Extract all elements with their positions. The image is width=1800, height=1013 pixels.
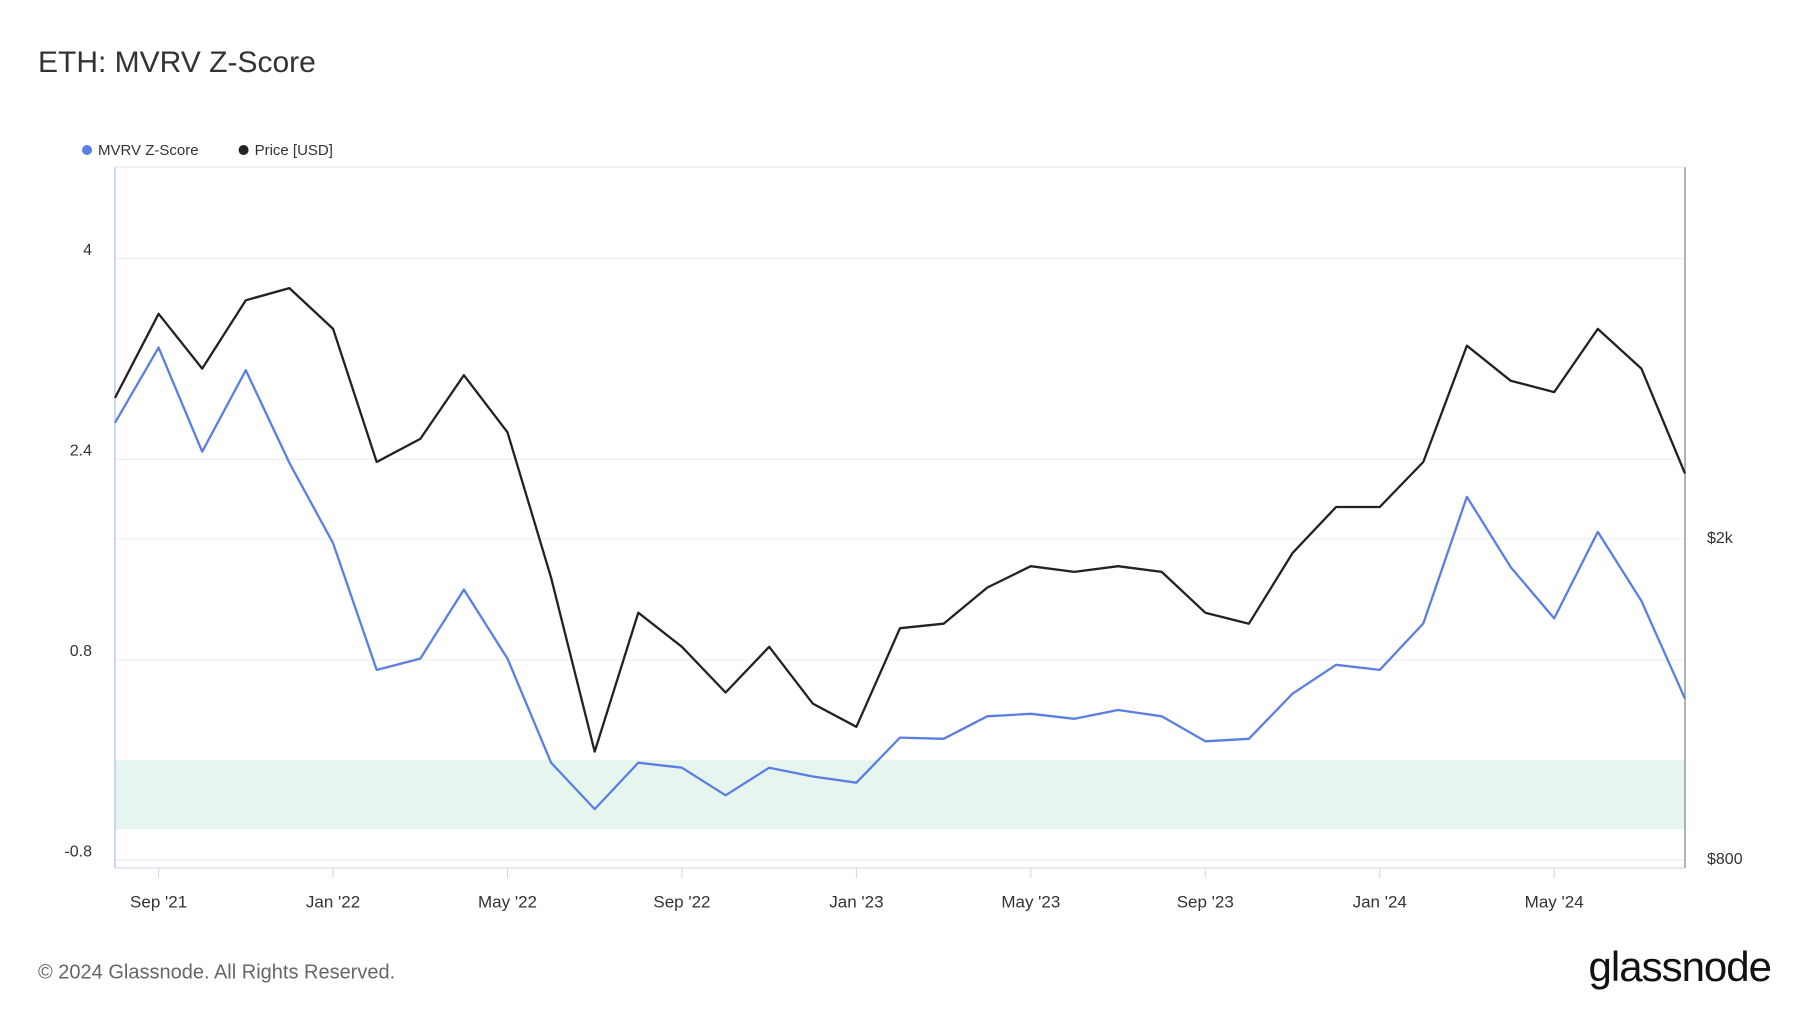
logo: glassnode xyxy=(1589,943,1771,990)
chart-title: ETH: MVRV Z-Score xyxy=(38,46,316,79)
x-tick-label: May '24 xyxy=(1525,892,1584,911)
y2-tick-label: $2k xyxy=(1707,530,1734,547)
legend-marker xyxy=(238,145,249,155)
x-tick-label: Sep '22 xyxy=(653,892,710,911)
x-tick-label: Sep '23 xyxy=(1177,892,1234,911)
x-tick-label: Jan '24 xyxy=(1353,892,1407,911)
series-line xyxy=(114,346,1687,811)
x-tick-label: May '22 xyxy=(478,892,537,911)
y-tick-label: -0.8 xyxy=(64,844,92,861)
x-tick-label: Jan '22 xyxy=(306,892,360,911)
y-tick-label: 2.4 xyxy=(70,442,92,459)
y-tick-label: 0.8 xyxy=(70,643,92,660)
green-zone xyxy=(115,760,1685,830)
y2-tick-label: $800 xyxy=(1707,851,1743,868)
legend-label: MVRV Z-Score xyxy=(98,142,199,159)
y-tick-label: 4 xyxy=(83,242,92,259)
copyright: © 2024 Glassnode. All Rights Reserved. xyxy=(38,961,395,983)
legend-marker xyxy=(82,145,92,155)
series-line xyxy=(113,286,1687,753)
x-tick-label: May '23 xyxy=(1001,892,1060,911)
x-tick-label: Jan '23 xyxy=(829,892,883,911)
x-tick-label: Sep '21 xyxy=(130,892,187,911)
legend-label: Price [USD] xyxy=(255,142,333,159)
